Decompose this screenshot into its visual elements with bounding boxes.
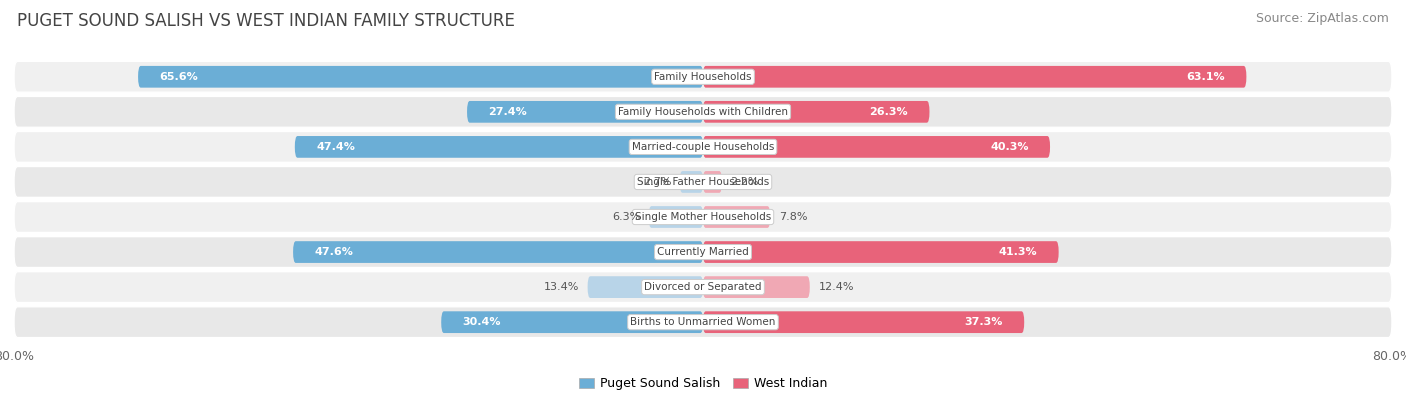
FancyBboxPatch shape [441, 311, 703, 333]
Text: Divorced or Separated: Divorced or Separated [644, 282, 762, 292]
Text: 12.4%: 12.4% [818, 282, 853, 292]
Text: PUGET SOUND SALISH VS WEST INDIAN FAMILY STRUCTURE: PUGET SOUND SALISH VS WEST INDIAN FAMILY… [17, 12, 515, 30]
FancyBboxPatch shape [703, 206, 770, 228]
Text: 63.1%: 63.1% [1187, 72, 1225, 82]
Text: 65.6%: 65.6% [160, 72, 198, 82]
Text: 47.6%: 47.6% [315, 247, 353, 257]
Text: 2.2%: 2.2% [731, 177, 759, 187]
FancyBboxPatch shape [14, 272, 1392, 303]
FancyBboxPatch shape [14, 237, 1392, 267]
FancyBboxPatch shape [14, 201, 1392, 232]
Text: Currently Married: Currently Married [657, 247, 749, 257]
Text: Source: ZipAtlas.com: Source: ZipAtlas.com [1256, 12, 1389, 25]
FancyBboxPatch shape [295, 136, 703, 158]
Text: 40.3%: 40.3% [990, 142, 1029, 152]
Text: 30.4%: 30.4% [463, 317, 501, 327]
FancyBboxPatch shape [703, 101, 929, 123]
Text: Family Households with Children: Family Households with Children [619, 107, 787, 117]
FancyBboxPatch shape [648, 206, 703, 228]
FancyBboxPatch shape [467, 101, 703, 123]
Text: Married-couple Households: Married-couple Households [631, 142, 775, 152]
Text: 26.3%: 26.3% [869, 107, 908, 117]
FancyBboxPatch shape [138, 66, 703, 88]
FancyBboxPatch shape [703, 276, 810, 298]
Text: Births to Unmarried Women: Births to Unmarried Women [630, 317, 776, 327]
FancyBboxPatch shape [14, 167, 1392, 198]
FancyBboxPatch shape [703, 311, 1024, 333]
Text: Single Mother Households: Single Mother Households [636, 212, 770, 222]
Text: 27.4%: 27.4% [488, 107, 527, 117]
FancyBboxPatch shape [703, 66, 1246, 88]
Text: 13.4%: 13.4% [544, 282, 579, 292]
FancyBboxPatch shape [588, 276, 703, 298]
Text: 47.4%: 47.4% [316, 142, 356, 152]
FancyBboxPatch shape [703, 136, 1050, 158]
FancyBboxPatch shape [14, 307, 1392, 338]
Text: Family Households: Family Households [654, 72, 752, 82]
Legend: Puget Sound Salish, West Indian: Puget Sound Salish, West Indian [574, 372, 832, 395]
FancyBboxPatch shape [14, 132, 1392, 162]
FancyBboxPatch shape [14, 61, 1392, 92]
FancyBboxPatch shape [703, 171, 721, 193]
FancyBboxPatch shape [292, 241, 703, 263]
Text: 37.3%: 37.3% [965, 317, 1002, 327]
Text: 2.7%: 2.7% [643, 177, 671, 187]
Text: 7.8%: 7.8% [779, 212, 807, 222]
Text: 6.3%: 6.3% [612, 212, 640, 222]
FancyBboxPatch shape [14, 96, 1392, 127]
FancyBboxPatch shape [703, 241, 1059, 263]
Text: 41.3%: 41.3% [998, 247, 1038, 257]
FancyBboxPatch shape [679, 171, 703, 193]
Text: Single Father Households: Single Father Households [637, 177, 769, 187]
